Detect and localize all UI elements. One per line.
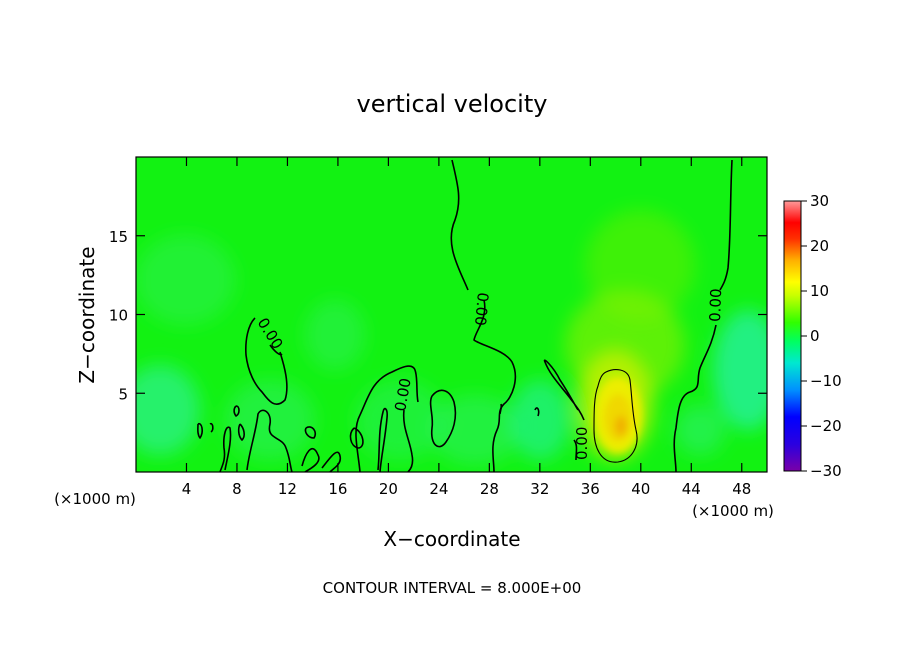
contour-line	[197, 422, 214, 439]
y-tick-label: 15	[109, 228, 128, 246]
contour-interval-text: CONTOUR INTERVAL = 8.000E+00	[323, 579, 582, 597]
contour-line	[543, 359, 585, 461]
updraft-core-shading	[594, 377, 642, 453]
field-shading	[136, 210, 767, 465]
contour-line	[245, 317, 288, 405]
contour-line	[246, 409, 293, 472]
x-axis-title: X−coordinate	[383, 527, 520, 551]
colorbar-gradient	[784, 201, 801, 471]
colorbar-ticks: 30 20 10 0 −10 −20 −30	[801, 192, 842, 480]
x-tick-label: 32	[530, 480, 549, 498]
colorbar-tick-label: 10	[810, 282, 829, 300]
x-tick-label: 8	[232, 480, 242, 498]
x-tick-label: 24	[429, 480, 448, 498]
velocity-field: 0.00 0.00 0.00 0.00 0.00	[136, 157, 767, 472]
contour-label: 0.00	[573, 427, 591, 460]
x-unit-label-left: (×1000 m)	[54, 490, 136, 508]
x-tick-label: 12	[278, 480, 297, 498]
colorbar-tick-label: −30	[810, 462, 842, 480]
contour-label: 0.00	[391, 377, 415, 413]
y-axis-title: Z−coordinate	[75, 246, 99, 383]
colorbar-tick-label: 20	[810, 237, 829, 255]
x-tick-label: 40	[631, 480, 650, 498]
contour-label: 0.00	[706, 288, 725, 322]
contour-line	[321, 451, 342, 472]
contour-line	[593, 369, 638, 463]
contour-line	[233, 405, 240, 417]
colorbar-tick-label: −20	[810, 417, 842, 435]
chart-title: vertical velocity	[357, 90, 548, 118]
contour-line	[219, 426, 232, 472]
colorbar-tick-label: 0	[810, 327, 820, 345]
contour-line	[304, 426, 317, 439]
x-tick-label: 4	[182, 480, 192, 498]
x-tick-label: 36	[581, 480, 600, 498]
y-tick-label: 10	[109, 307, 128, 325]
x-tick-label: 20	[379, 480, 398, 498]
contour-label: 0.00	[471, 292, 492, 327]
x-tick-label: 16	[328, 480, 347, 498]
y-tick-label: 5	[118, 385, 128, 403]
contour-line	[237, 423, 245, 441]
colorbar: 30 20 10 0 −10 −20 −30	[783, 192, 842, 480]
contour-lines	[197, 159, 733, 472]
contour-line	[673, 159, 733, 472]
x-axis: 4 8 12 16 20 24 28 32 36 40 44 48	[182, 157, 751, 498]
colorbar-tick-label: 30	[810, 192, 829, 210]
contour-line	[349, 427, 364, 449]
x-tick-label: 28	[480, 480, 499, 498]
x-unit-label-right: (×1000 m)	[692, 502, 774, 520]
contour-line	[499, 403, 540, 417]
contour-line	[450, 159, 517, 472]
colorbar-tick-label: −10	[810, 372, 842, 390]
x-tick-label: 44	[682, 480, 701, 498]
y-axis: 5 10 15	[109, 228, 767, 403]
contour-line	[429, 389, 457, 448]
contour-line	[301, 448, 320, 472]
x-tick-label: 48	[732, 480, 751, 498]
